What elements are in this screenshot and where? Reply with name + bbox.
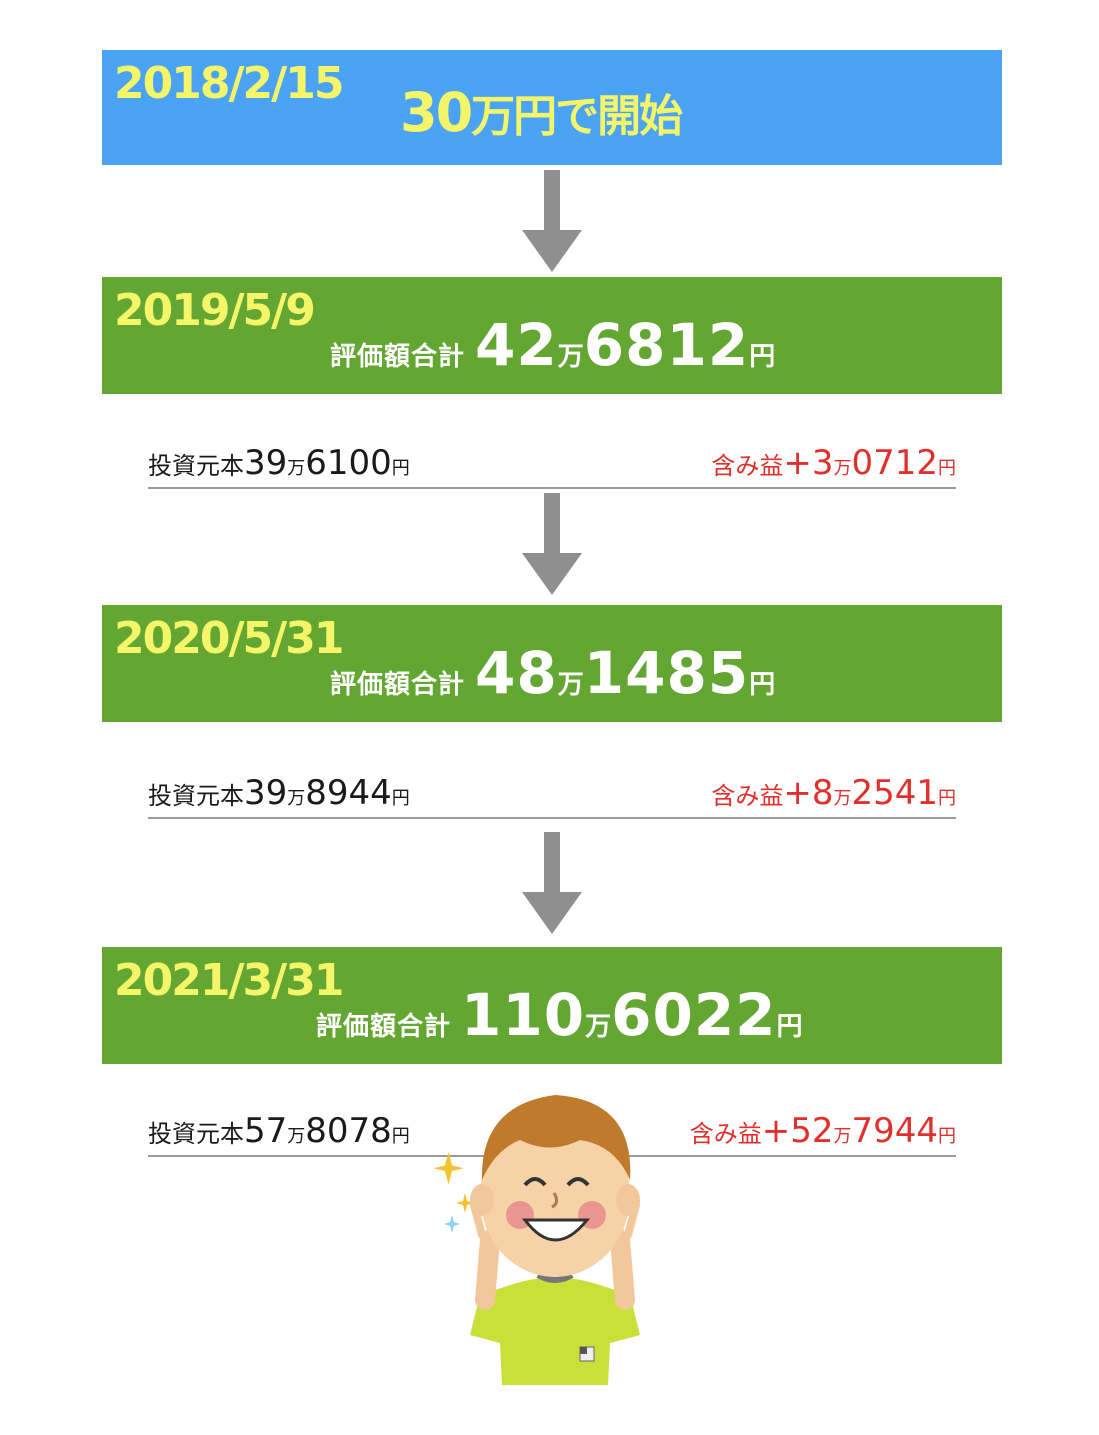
gain-yen-unit: 円 [938,788,956,809]
start-unit: 万円で開始 [471,91,683,142]
milestone-date: 2020/5/31 [114,613,344,664]
eval-yen-unit: 円 [749,670,776,700]
start-date: 2018/2/15 [114,58,344,109]
down-arrow-icon [522,493,582,595]
principal-label: 投資元本 [148,782,244,810]
gain-man: +8 [783,773,834,813]
principal: 投資元本57万8078円 [148,1111,410,1151]
start-amount-text: 30万円で開始 [400,80,683,144]
principal: 投資元本39万8944円 [148,773,410,813]
principal-yen-unit: 円 [391,788,410,809]
unrealized-gain: 含み益+52万7944円 [690,1111,956,1151]
milestone-banner: 2020/5/31 評価額合計 48万1485円 [102,605,1002,722]
gain-man: +3 [783,443,834,483]
principal-rest: 8944 [305,773,392,813]
gain-man-unit: 万 [833,788,852,809]
detail-row: 投資元本39万8944円 含み益+8万2541円 [148,773,956,819]
principal-man: 39 [244,443,288,483]
start-amount: 30 [400,81,473,144]
principal-man: 57 [244,1111,288,1151]
happy-boy-illustration [433,1095,640,1385]
eval-rest: 1485 [583,639,750,707]
principal-man: 39 [244,773,288,813]
eval-man: 42 [475,311,558,379]
principal-man-unit: 万 [287,1126,306,1147]
eval-yen-unit: 円 [776,1012,803,1042]
eval-label: 評価額合計 [330,342,466,372]
principal-label: 投資元本 [148,452,244,480]
principal-rest: 8078 [305,1111,392,1151]
gain-yen-unit: 円 [938,1126,956,1147]
gain-rest: 0712 [851,443,938,483]
eval-rest: 6022 [611,981,777,1049]
down-arrow-icon [522,832,582,934]
principal-label: 投資元本 [148,1120,244,1148]
gain-rest: 7944 [851,1111,938,1151]
gain-label: 含み益 [689,1120,762,1148]
milestone-banner: 2021/3/31 評価額合計 110万6022円 [102,947,1002,1064]
down-arrow-icon [522,170,582,272]
gain-man-unit: 万 [833,458,852,479]
principal-yen-unit: 円 [391,458,410,479]
milestone-date: 2019/5/9 [114,285,316,336]
principal-yen-unit: 円 [391,1126,410,1147]
detail-row: 投資元本39万6100円 含み益+3万0712円 [148,443,956,489]
gain-yen-unit: 円 [938,458,956,479]
eval-man: 48 [475,639,558,707]
eval-man-unit: 万 [557,670,584,700]
eval-man: 110 [461,981,586,1049]
gain-man-unit: 万 [833,1126,852,1147]
gain-label: 含み益 [711,782,784,810]
principal-rest: 6100 [305,443,392,483]
gain-man: +52 [761,1111,834,1151]
milestone-banner: 2019/5/9 評価額合計 42万6812円 [102,277,1002,394]
principal-man-unit: 万 [287,458,306,479]
start-banner: 2018/2/15 30万円で開始 [102,50,1002,165]
principal-man-unit: 万 [287,788,306,809]
detail-row: 投資元本57万8078円 含み益+52万7944円 [148,1111,956,1157]
eval-total: 評価額合計 42万6812円 [330,311,775,379]
eval-label: 評価額合計 [316,1012,452,1042]
eval-man-unit: 万 [557,342,584,372]
eval-label: 評価額合計 [330,670,466,700]
eval-man-unit: 万 [585,1012,612,1042]
eval-total: 評価額合計 110万6022円 [316,981,803,1049]
gain-label: 含み益 [711,452,784,480]
gain-rest: 2541 [851,773,938,813]
milestone-date: 2021/3/31 [114,955,344,1006]
unrealized-gain: 含み益+8万2541円 [711,773,956,813]
unrealized-gain: 含み益+3万0712円 [711,443,956,483]
eval-yen-unit: 円 [749,342,776,372]
principal: 投資元本39万6100円 [148,443,410,483]
eval-rest: 6812 [583,311,750,379]
eval-total: 評価額合計 48万1485円 [330,639,775,707]
